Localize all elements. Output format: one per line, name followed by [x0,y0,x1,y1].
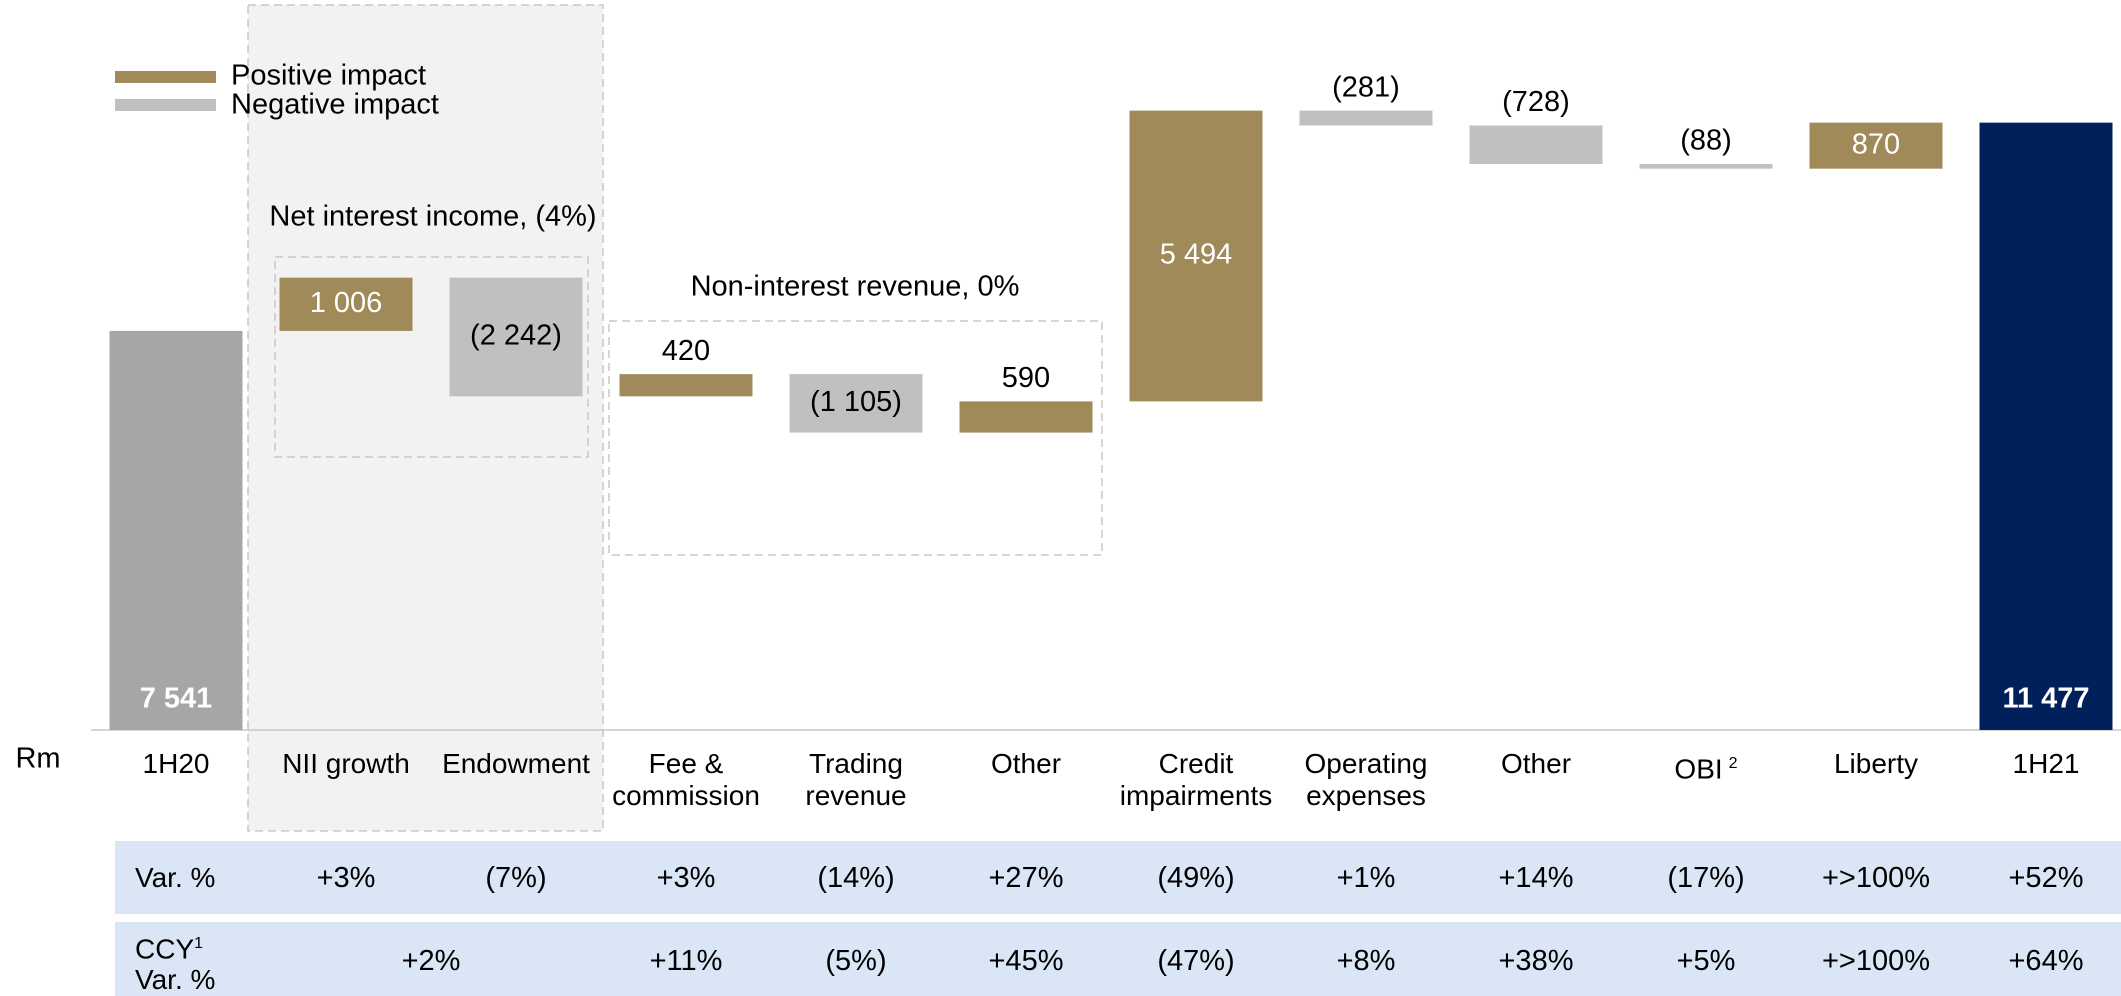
bar [1809,122,1943,169]
table-cell: +1% [1336,862,1396,894]
x-tick-label: Liberty [1833,748,1919,779]
x-tick-label: Other [942,748,1110,780]
data-label: 870 [1852,128,1900,160]
x-tick-label: 1H20 [92,748,260,780]
x-tick-label: Operating expenses [1304,748,1428,811]
group-label: Non-interest revenue, 0% [691,271,1020,303]
x-tick-label: Other [990,748,1062,779]
table-cell: +38% [1498,945,1574,977]
legend-swatch [115,71,216,83]
bar [1299,110,1433,126]
data-label: 1 006 [310,287,383,319]
bar [1979,122,2113,731]
table-cell: +5% [1676,945,1736,977]
table-cell: +14% [1498,862,1574,894]
table-cell: +3% [316,862,376,894]
data-label: (88) [1680,125,1732,157]
legend-label: Negative impact [231,89,439,121]
x-tick-label: Other [1500,748,1572,779]
legend-label: Positive impact [231,60,426,92]
x-tick-label: Liberty [1792,748,1960,780]
table-cell: +8% [1336,945,1396,977]
nii-box [274,256,589,458]
bar [789,374,923,433]
table-cell: (49%) [1157,862,1235,894]
table-cell: +>100% [1821,945,1931,977]
x-tick-label: Fee & commission [602,748,770,812]
x-tick-label: Endowment [432,748,600,780]
table-cell: (47%) [1157,945,1235,977]
x-tick-label: OBI 2 [1622,748,1790,785]
table-cell: (14%) [817,862,895,894]
row-label: Var. % [135,862,216,893]
x-tick-label: OBI [1674,753,1723,785]
x-tick-label: Credit impairments [1112,748,1280,812]
table-cell: +64% [2008,945,2084,977]
x-tick-label: Other [1452,748,1620,780]
x-tick-label: 1H20 [142,748,210,779]
row-label: CCY [135,933,195,965]
bar [1639,164,1773,169]
x-tick-label: Operating expenses [1282,748,1450,812]
bar [109,330,243,730]
data-label: 7 541 [140,683,213,715]
unit-label: Rm [15,743,60,775]
x-tick-label: 1H21 [2012,748,2080,779]
table-cell: (7%) [485,862,547,894]
bar [1129,110,1263,402]
row-bg [115,922,2121,996]
table-cell: (17%) [1667,862,1745,894]
x-tick-label: Trading revenue [805,748,907,811]
table-cell: (5%) [825,945,887,977]
x-tick-label: Fee & commission [612,748,760,811]
bar [619,374,753,397]
table-cell: +45% [988,945,1064,977]
table-cell: +52% [2008,862,2084,894]
row-bg [115,841,2121,914]
bar [279,277,413,331]
data-label: (1 105) [810,386,902,418]
row-label: Var. % [135,964,216,996]
bar [959,401,1093,433]
x-tick-label: Trading revenue [772,748,940,812]
row-label: CCY1 Var. % [135,928,215,995]
x-tick-label: Endowment [442,748,590,779]
data-label: 11 477 [2002,683,2089,715]
x-tick-label: NII growth [262,748,430,780]
data-label: (728) [1502,86,1570,118]
data-label: (2 242) [470,320,562,352]
table-cell: +11% [649,945,723,977]
data-label: 590 [1002,362,1050,394]
legend-swatch [115,99,216,111]
nii-shade [247,4,604,832]
bar [449,277,583,397]
data-label: 5 494 [1160,239,1233,271]
data-label: 420 [662,335,710,367]
x-tick-label: 1H21 [1962,748,2121,780]
footnote: 2 [1728,755,1738,772]
footnote: 1 [194,935,204,952]
group-label: Net interest income, (4%) [269,201,596,233]
table-cell: +27% [988,862,1064,894]
x-tick-label: Credit impairments [1119,748,1273,811]
table-cell: +2% [401,945,461,977]
table-cell: +3% [656,862,716,894]
data-label: (281) [1332,71,1400,103]
x-tick-label: NII growth [282,748,410,779]
bar [1469,125,1603,165]
table-cell: +>100% [1821,862,1931,894]
